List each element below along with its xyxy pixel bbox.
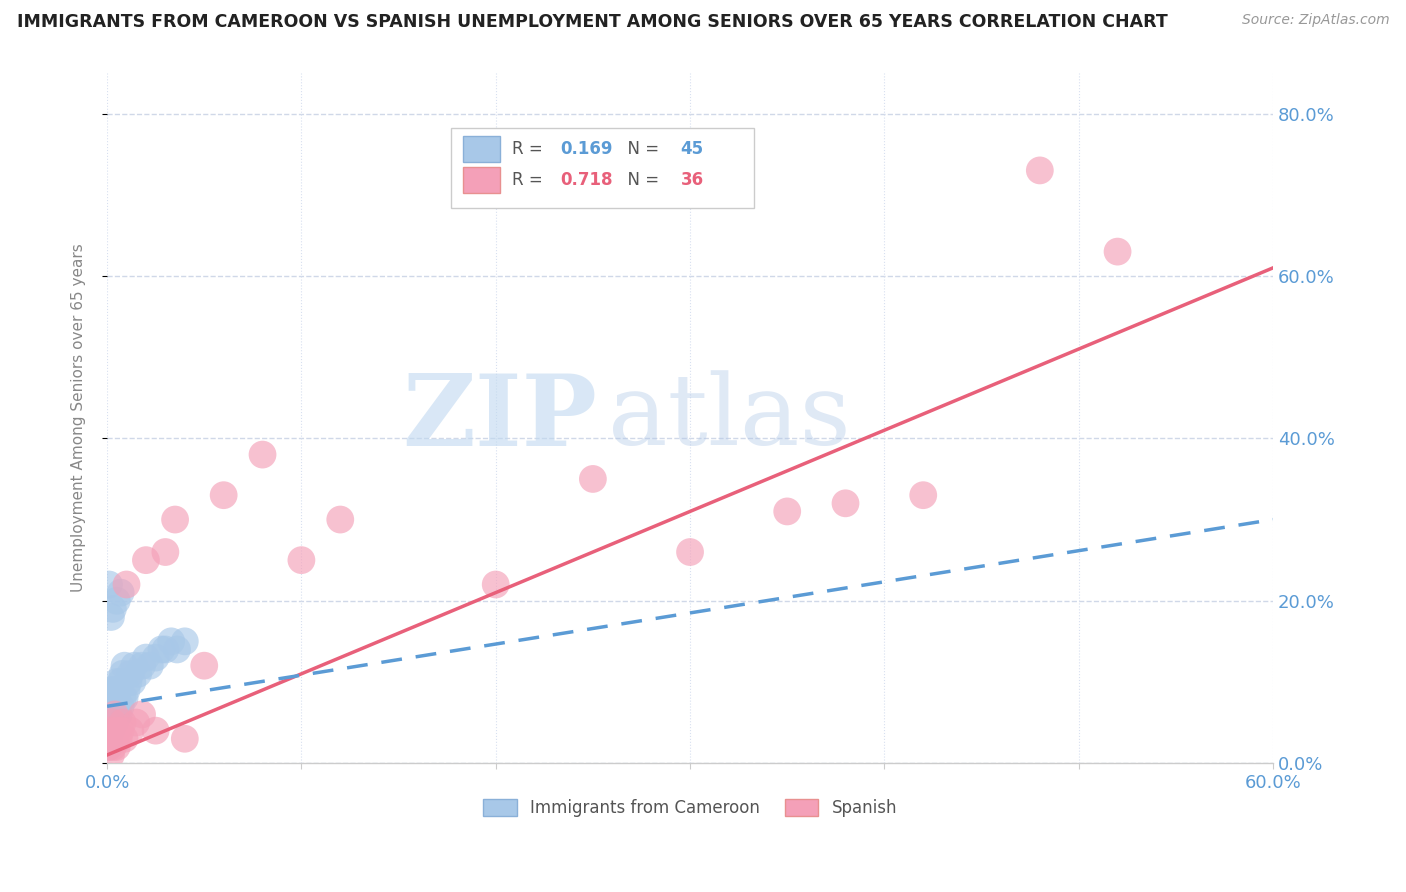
Legend: Immigrants from Cameroon, Spanish: Immigrants from Cameroon, Spanish	[477, 792, 904, 824]
Point	[173, 634, 195, 648]
Point	[101, 707, 124, 722]
Point	[100, 723, 122, 738]
Point	[100, 747, 122, 762]
Point	[110, 585, 132, 599]
Point	[104, 707, 127, 722]
Point	[120, 666, 142, 681]
Point	[104, 715, 127, 730]
Point	[105, 675, 128, 690]
Text: R =: R =	[512, 171, 548, 189]
Point	[1107, 244, 1129, 259]
Point	[139, 658, 162, 673]
Point	[912, 488, 935, 502]
Text: ZIP: ZIP	[402, 369, 596, 467]
Point	[100, 715, 122, 730]
Point	[110, 723, 132, 738]
FancyBboxPatch shape	[451, 128, 754, 208]
Point	[155, 545, 177, 559]
Point	[127, 666, 149, 681]
Point	[252, 448, 274, 462]
Point	[105, 723, 128, 738]
Point	[834, 496, 856, 510]
Point	[145, 723, 167, 738]
Point	[582, 472, 605, 486]
Point	[111, 715, 134, 730]
Point	[131, 658, 153, 673]
Point	[100, 699, 122, 714]
Point	[111, 666, 134, 681]
Point	[135, 650, 157, 665]
Point	[114, 658, 136, 673]
Point	[100, 683, 122, 698]
Point	[105, 691, 128, 706]
Text: 45: 45	[681, 140, 704, 158]
Point	[101, 691, 124, 706]
Text: Source: ZipAtlas.com: Source: ZipAtlas.com	[1241, 13, 1389, 28]
Point	[173, 731, 195, 746]
Point	[104, 683, 127, 698]
Point	[329, 512, 352, 526]
Text: 36: 36	[681, 171, 704, 189]
Point	[114, 691, 136, 706]
Point	[105, 739, 128, 754]
Point	[776, 504, 799, 518]
Text: N =: N =	[617, 171, 664, 189]
Point	[107, 707, 129, 722]
Point	[155, 642, 177, 657]
Point	[98, 707, 121, 722]
Text: 0.169: 0.169	[561, 140, 613, 158]
Point	[101, 602, 124, 616]
Point	[131, 707, 153, 722]
Point	[110, 675, 132, 690]
Point	[121, 675, 143, 690]
Point	[165, 512, 187, 526]
FancyBboxPatch shape	[463, 167, 501, 193]
Point	[115, 683, 138, 698]
Point	[101, 715, 124, 730]
Point	[98, 723, 121, 738]
Point	[107, 731, 129, 746]
Point	[98, 731, 121, 746]
Point	[110, 699, 132, 714]
Point	[150, 642, 173, 657]
Point	[160, 634, 183, 648]
Point	[101, 715, 124, 730]
Point	[98, 577, 121, 591]
Point	[124, 658, 146, 673]
Point	[107, 683, 129, 698]
Point	[125, 715, 148, 730]
Point	[104, 699, 127, 714]
Text: IMMIGRANTS FROM CAMEROON VS SPANISH UNEMPLOYMENT AMONG SENIORS OVER 65 YEARS COR: IMMIGRANTS FROM CAMEROON VS SPANISH UNEM…	[17, 13, 1167, 31]
Point	[105, 707, 128, 722]
Point	[290, 553, 312, 567]
Point	[135, 553, 157, 567]
Point	[166, 642, 188, 657]
Point	[104, 731, 127, 746]
Point	[115, 577, 138, 591]
FancyBboxPatch shape	[463, 136, 501, 162]
Text: atlas: atlas	[609, 370, 851, 466]
Point	[485, 577, 508, 591]
Point	[114, 731, 136, 746]
Point	[679, 545, 702, 559]
Point	[100, 723, 122, 738]
Point	[193, 658, 215, 673]
Point	[98, 731, 121, 746]
Text: R =: R =	[512, 140, 548, 158]
Text: 0.718: 0.718	[561, 171, 613, 189]
Point	[100, 610, 122, 624]
Point	[101, 739, 124, 754]
Point	[111, 691, 134, 706]
Y-axis label: Unemployment Among Seniors over 65 years: Unemployment Among Seniors over 65 years	[72, 244, 86, 592]
Point	[98, 739, 121, 754]
Text: N =: N =	[617, 140, 664, 158]
Point	[117, 675, 139, 690]
Point	[1029, 163, 1052, 178]
Point	[120, 723, 142, 738]
Point	[98, 739, 121, 754]
Point	[145, 650, 167, 665]
Point	[105, 593, 128, 607]
Point	[212, 488, 235, 502]
